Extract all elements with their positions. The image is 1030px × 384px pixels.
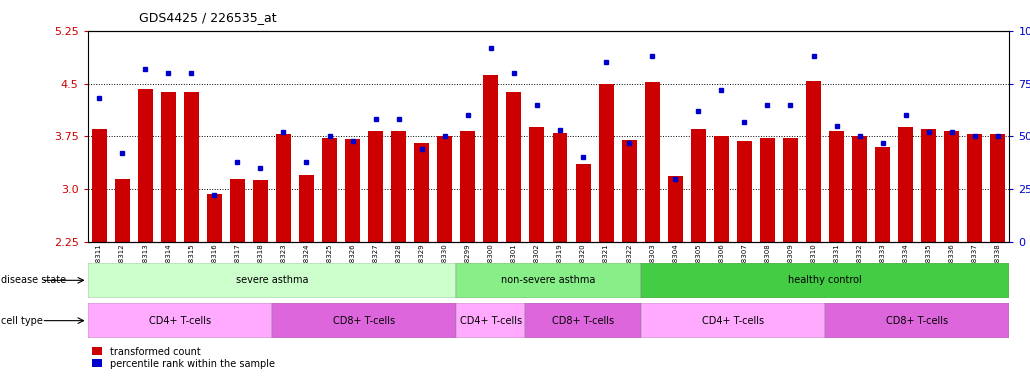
Bar [622,140,637,384]
Bar [645,82,659,384]
Bar [138,89,152,384]
Bar [507,92,521,384]
Text: CD8+ T-cells: CD8+ T-cells [886,316,949,326]
Text: cell type: cell type [1,316,43,326]
Bar [88,303,272,338]
Bar [552,133,568,384]
Bar [852,136,867,384]
Bar [641,303,825,338]
Bar [967,134,983,384]
Bar [921,129,936,384]
Bar [460,131,475,384]
Bar [456,303,525,338]
Bar [161,92,176,384]
Bar [456,263,641,298]
Bar [391,131,406,384]
Bar [253,180,268,384]
Bar [898,127,914,384]
Bar [876,147,890,384]
Bar [183,92,199,384]
Text: CD8+ T-cells: CD8+ T-cells [333,316,396,326]
Bar [529,127,545,384]
Bar [829,131,844,384]
Bar [598,84,614,384]
Bar [368,131,383,384]
Bar [92,129,106,384]
Bar [714,136,729,384]
Bar [230,179,245,384]
Bar [483,75,499,384]
Text: disease state: disease state [1,275,66,285]
Bar [783,138,798,384]
Bar [322,138,337,384]
Text: non-severe asthma: non-severe asthma [502,275,595,285]
Bar [667,177,683,384]
Bar [88,263,456,298]
Bar [345,139,360,384]
Bar [114,179,130,384]
Bar [299,175,314,384]
Bar [825,303,1009,338]
Text: CD4+ T-cells: CD4+ T-cells [459,316,522,326]
Bar [414,143,430,384]
Bar [576,164,590,384]
Bar [945,131,959,384]
Legend: transformed count, percentile rank within the sample: transformed count, percentile rank withi… [93,347,275,369]
Bar [736,141,752,384]
Bar [438,136,452,384]
Bar [691,129,706,384]
Text: CD4+ T-cells: CD4+ T-cells [701,316,764,326]
Bar [806,81,821,384]
Text: CD8+ T-cells: CD8+ T-cells [552,316,614,326]
Bar [641,263,1009,298]
Bar [276,134,290,384]
Text: severe asthma: severe asthma [236,275,308,285]
Bar [760,139,775,384]
Text: healthy control: healthy control [788,275,862,285]
Bar [525,303,641,338]
Text: GDS4425 / 226535_at: GDS4425 / 226535_at [139,12,277,25]
Bar [991,134,1005,384]
Text: CD4+ T-cells: CD4+ T-cells [148,316,211,326]
Bar [207,194,221,384]
Bar [272,303,456,338]
